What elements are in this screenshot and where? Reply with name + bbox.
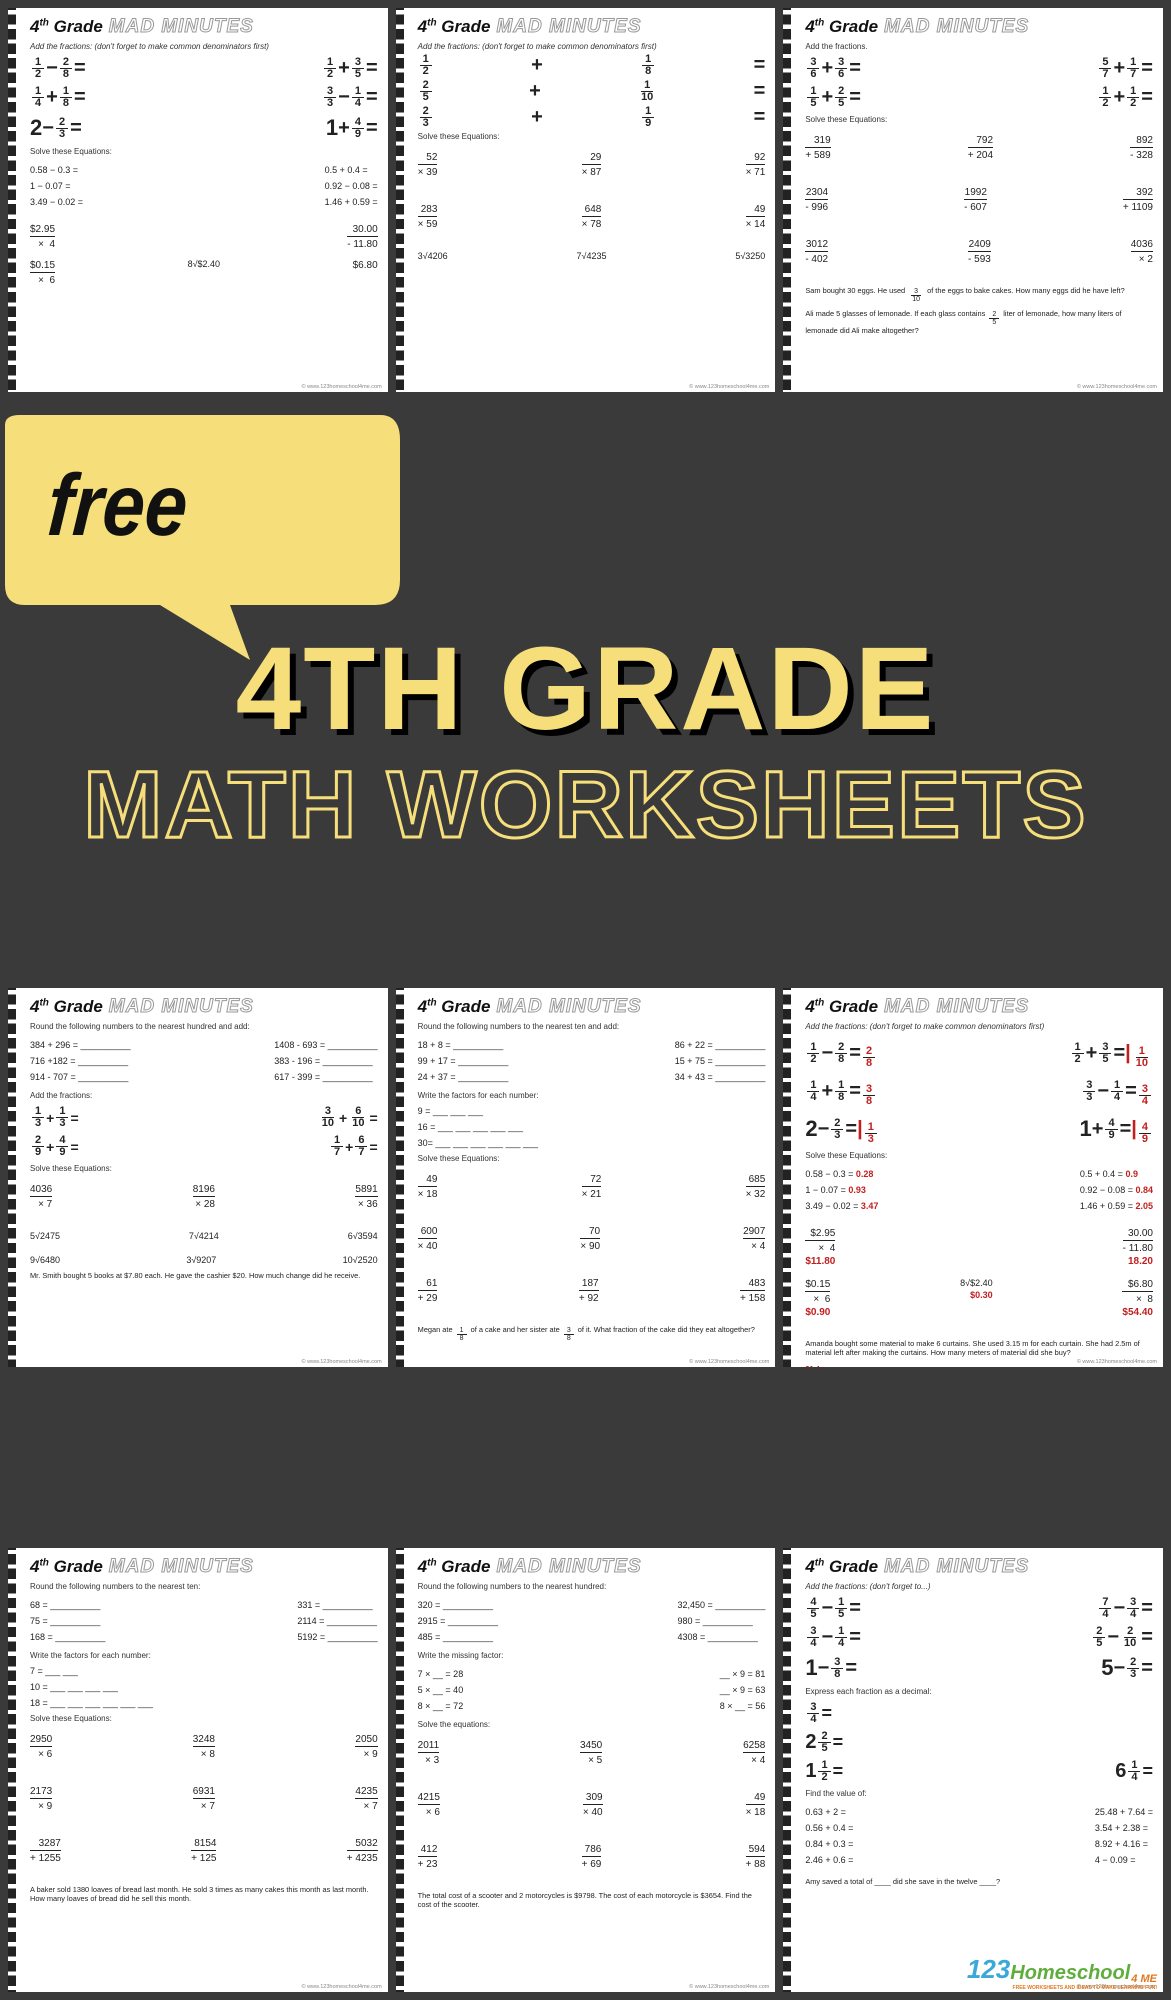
worksheet-6-answer-key: 4th Grade MAD MINUTES Add the fractions:… xyxy=(783,988,1163,1367)
worksheet-title: 4th Grade MAD MINUTES xyxy=(805,16,1153,38)
worksheet-title: 4th Grade MAD MINUTES xyxy=(418,16,766,38)
worksheet-5: 4th Grade MAD MINUTES Round the followin… xyxy=(396,988,776,1367)
worksheet-7: 4th Grade MAD MINUTES Round the followin… xyxy=(8,1548,388,1992)
worksheet-title: 4th Grade MAD MINUTES xyxy=(30,16,378,38)
worksheet-title: 4th Grade MAD MINUTES xyxy=(418,1556,766,1578)
title-sub: MATH WORKSHEETS xyxy=(0,758,1171,853)
brand-logo: 123 Home school 4 ME FREE WORKSHEETS AND ID… xyxy=(942,1954,1157,1991)
worksheet-1: 4th Grade MAD MINUTES Add the fractions:… xyxy=(8,8,388,392)
worksheet-title: 4th Grade MAD MINUTES xyxy=(30,996,378,1018)
worksheet-title: 4th Grade MAD MINUTES xyxy=(805,1556,1153,1578)
logo-tagline: FREE WORKSHEETS AND IDEAS TO MAKE LEARNI… xyxy=(942,1985,1157,1991)
worksheet-4: 4th Grade MAD MINUTES Round the followin… xyxy=(8,988,388,1367)
worksheet-title: 4th Grade MAD MINUTES xyxy=(30,1556,378,1578)
worksheet-3: 4th Grade MAD MINUTES Add the fractions.… xyxy=(783,8,1163,392)
promo-banner: free 4TH GRADE MATH WORKSHEETS xyxy=(0,400,1171,980)
worksheet-9: 4th Grade MAD MINUTES Add the fractions:… xyxy=(783,1548,1163,1992)
free-label: free xyxy=(45,455,191,555)
worksheet-title: 4th Grade MAD MINUTES xyxy=(805,996,1153,1018)
title-main: 4TH GRADE xyxy=(0,630,1171,748)
worksheet-title: 4th Grade MAD MINUTES xyxy=(418,996,766,1018)
worksheet-2: 4th Grade MAD MINUTES Add the fractions:… xyxy=(396,8,776,392)
worksheet-8: 4th Grade MAD MINUTES Round the followin… xyxy=(396,1548,776,1992)
